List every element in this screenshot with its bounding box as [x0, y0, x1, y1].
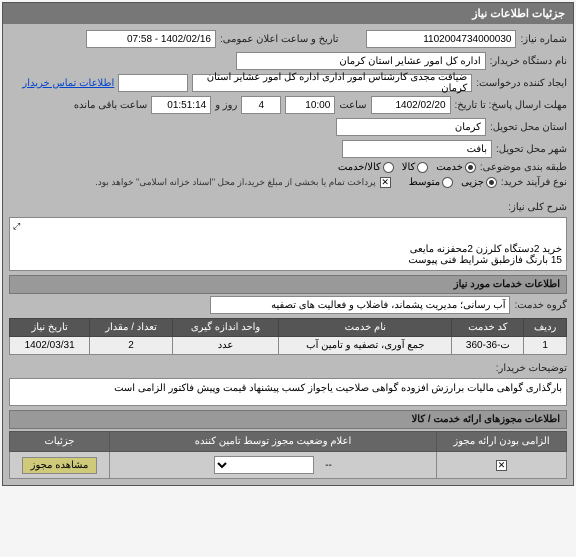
th-date: تاریخ نیاز [10, 319, 90, 337]
announce-field: 1402/02/16 - 07:58 [86, 30, 216, 48]
row-need-no: شماره نیاز: 1102004734000030 تاریخ و ساع… [9, 30, 567, 48]
radio-service-label: خدمت [436, 162, 463, 173]
payment-checkbox[interactable] [380, 177, 391, 188]
radio-both[interactable]: کالا/خدمت [338, 162, 394, 173]
auth-th-mandatory: الزامی بودن ارائه مجوز [437, 432, 567, 452]
auth-dash: -- [325, 460, 332, 471]
creator-field: ضیافت مجدی کارشناس امور اداری اداره کل ا… [192, 74, 472, 92]
desc-label: شرح کلی نیاز: [508, 198, 567, 213]
radio-goods-circle [417, 162, 428, 173]
days-label: روز و [215, 100, 237, 111]
remain-label: ساعت باقی مانده [74, 100, 147, 111]
radio-service-circle [465, 162, 476, 173]
row-creator: ایجاد کننده درخواست: ضیافت مجدی کارشناس … [9, 74, 567, 92]
creator-label: ایجاد کننده درخواست: [476, 78, 567, 89]
auth-td-status: -- [110, 452, 437, 479]
contact-link[interactable]: اطلاعات تماس خریدار [22, 78, 114, 89]
services-table: ردیف کد خدمت نام خدمت واحد اندازه گیری ت… [9, 318, 567, 355]
remain-field: 01:51:14 [151, 96, 211, 114]
need-details-panel: جزئیات اطلاعات نیاز شماره نیاز: 11020047… [2, 2, 574, 486]
buyer-label: نام دستگاه خریدار: [490, 56, 567, 67]
buyer-notes-label: توضیحات خریدار: [496, 359, 567, 374]
row-subject-class: طبقه بندی موضوعی: خدمت کالا کالا/خدمت [9, 162, 567, 173]
auth-section-title: اطلاعات مجوزهای ارائه خدمت / کالا [9, 410, 567, 429]
resize-icon: ⤢ [13, 221, 20, 232]
row-province: استان محل تحویل: کرمان [9, 118, 567, 136]
row-process-type: نوع فرآیند خرید: جزیی متوسط پرداخت تمام … [9, 177, 567, 188]
auth-table-header: الزامی بودن ارائه مجوز اعلام وضعیت مجوز … [10, 432, 567, 452]
td-unit: عدد [172, 337, 279, 355]
row-buyer-notes: توضیحات خریدار: بارگذاری گواهی مالیات بر… [9, 359, 567, 406]
services-table-row: 1 ت-36-360 جمع آوری، تصفیه و تامین آب عد… [10, 337, 567, 355]
auth-th-details: جزئیات [10, 432, 110, 452]
view-auth-button[interactable]: مشاهده مجوز [22, 457, 98, 474]
panel-title: جزئیات اطلاعات نیاز [3, 3, 573, 24]
radio-service[interactable]: خدمت [436, 162, 476, 173]
process-type-label: نوع فرآیند خرید: [501, 177, 567, 188]
desc-text: خرید 2دستگاه کلرزن 2محفزنه مایعی 15 بارن… [408, 244, 562, 266]
need-no-field: 1102004734000030 [366, 30, 516, 48]
announce-label: تاریخ و ساعت اعلان عمومی: [220, 34, 339, 45]
auth-th-status: اعلام وضعیت مجوز توسط تامین کننده [110, 432, 437, 452]
auth-table: الزامی بودن ارائه مجوز اعلام وضعیت مجوز … [9, 431, 567, 479]
auth-status-select[interactable] [214, 456, 314, 474]
auth-mandatory-checkbox [496, 460, 507, 471]
radio-both-circle [383, 162, 394, 173]
days-field: 4 [241, 96, 281, 114]
subject-radio-group: خدمت کالا کالا/خدمت [338, 162, 476, 173]
auth-td-mandatory [437, 452, 567, 479]
radio-both-label: کالا/خدمت [338, 162, 381, 173]
deadline-label: مهلت ارسال پاسخ: تا تاریخ: [455, 100, 567, 111]
radio-partial-label: جزیی [461, 177, 484, 188]
auth-table-row: -- مشاهده مجوز [10, 452, 567, 479]
city-field: بافت [342, 140, 492, 158]
buyer-notes-field: بارگذاری گواهی مالیات برارزش افزوده گواه… [9, 378, 567, 406]
creator-extra-field [118, 74, 188, 92]
radio-medium[interactable]: متوسط [409, 177, 453, 188]
th-name: نام خدمت [279, 319, 452, 337]
row-deadline: مهلت ارسال پاسخ: تا تاریخ: 1402/02/20 سا… [9, 96, 567, 114]
radio-partial-circle [486, 177, 497, 188]
row-service-group: گروه خدمت: آب رسانی؛ مدیریت پشماند، فاضل… [9, 296, 567, 314]
deadline-time-label: ساعت [339, 100, 366, 111]
payment-note: پرداخت تمام یا بخشی از مبلغ خرید،از محل … [95, 177, 375, 188]
td-date: 1402/03/31 [10, 337, 90, 355]
td-code: ت-36-360 [452, 337, 524, 355]
service-group-label: گروه خدمت: [514, 300, 567, 311]
desc-field: ⤢ خرید 2دستگاه کلرزن 2محفزنه مایعی 15 با… [9, 217, 567, 271]
city-label: شهر محل تحویل: [496, 144, 567, 155]
th-row: ردیف [524, 319, 567, 337]
th-code: کد خدمت [452, 319, 524, 337]
radio-goods-label: کالا [402, 162, 416, 173]
auth-td-details: مشاهده مجوز [10, 452, 110, 479]
th-qty: تعداد / مقدار [90, 319, 172, 337]
services-section-title: اطلاعات خدمات مورد نیاز [9, 275, 567, 294]
td-row: 1 [524, 337, 567, 355]
buyer-field: اداره کل امور عشایر استان کرمان [236, 52, 486, 70]
td-qty: 2 [90, 337, 172, 355]
radio-partial[interactable]: جزیی [461, 177, 497, 188]
row-buyer: نام دستگاه خریدار: اداره کل امور عشایر ا… [9, 52, 567, 70]
row-desc: شرح کلی نیاز: ⤢ خرید 2دستگاه کلرزن 2محفز… [9, 198, 567, 271]
deadline-time-field: 10:00 [285, 96, 335, 114]
subject-class-label: طبقه بندی موضوعی: [480, 162, 567, 173]
province-field: کرمان [336, 118, 486, 136]
need-no-label: شماره نیاز: [520, 34, 567, 45]
services-table-header: ردیف کد خدمت نام خدمت واحد اندازه گیری ت… [10, 319, 567, 337]
radio-goods[interactable]: کالا [402, 162, 429, 173]
td-name: جمع آوری، تصفیه و تامین آب [279, 337, 452, 355]
deadline-date-field: 1402/02/20 [371, 96, 451, 114]
process-radio-group: جزیی متوسط [409, 177, 497, 188]
province-label: استان محل تحویل: [490, 122, 567, 133]
radio-medium-label: متوسط [409, 177, 440, 188]
row-city: شهر محل تحویل: بافت [9, 140, 567, 158]
panel-body: شماره نیاز: 1102004734000030 تاریخ و ساع… [3, 24, 573, 485]
service-group-field: آب رسانی؛ مدیریت پشماند، فاضلاب و فعالیت… [210, 296, 510, 314]
radio-medium-circle [442, 177, 453, 188]
th-unit: واحد اندازه گیری [172, 319, 279, 337]
